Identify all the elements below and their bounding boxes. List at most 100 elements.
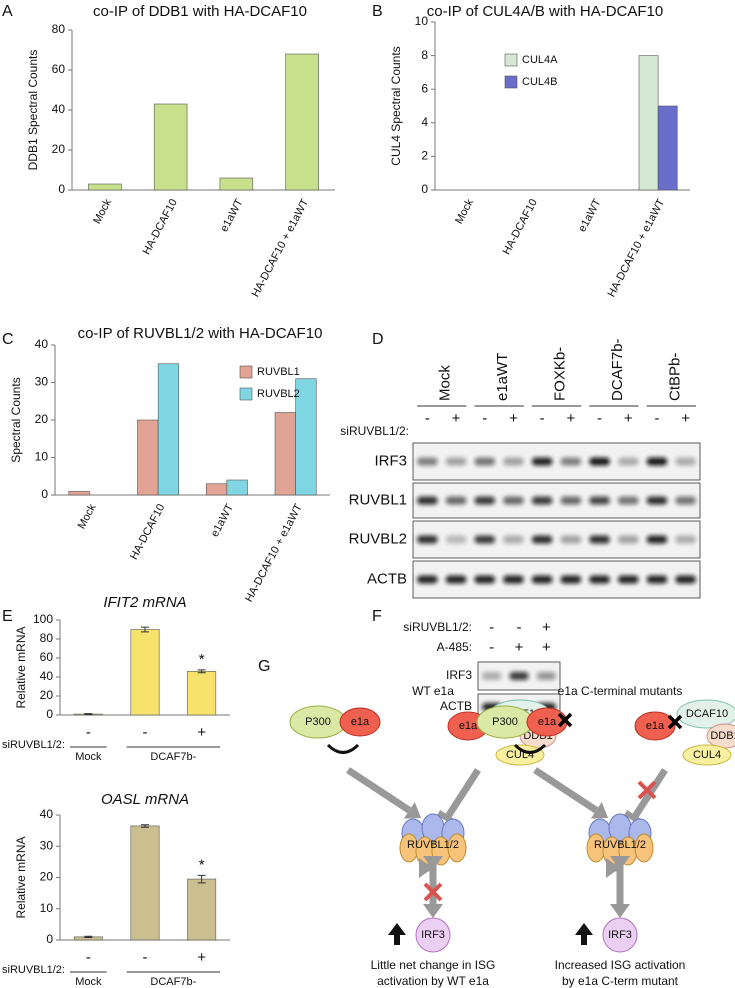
- band: [474, 496, 496, 505]
- x-tick-label: -: [143, 724, 148, 741]
- inhibit-arrow: [444, 768, 481, 820]
- bar: [226, 479, 248, 496]
- band: [675, 575, 696, 584]
- x-tick-label: e1aWT: [218, 197, 245, 234]
- x-tick-label: HA-DCAF10: [501, 197, 540, 257]
- bar: [157, 363, 180, 496]
- mutation-mark: [667, 714, 683, 730]
- band-label: IRF3: [374, 452, 407, 469]
- bar: [657, 105, 678, 191]
- panel-label: D: [372, 331, 384, 348]
- treatment-sign: +: [542, 639, 551, 656]
- treatment-sign: +: [624, 410, 633, 427]
- y-tick-label: 40: [40, 807, 54, 821]
- band: [617, 575, 639, 584]
- up-arrow: [575, 923, 593, 945]
- p300-node-label: P300: [305, 716, 331, 728]
- band: [589, 457, 610, 466]
- band: [675, 535, 696, 544]
- y-tick-label: 100: [33, 612, 53, 626]
- y-tick-label: 0: [58, 182, 65, 196]
- band: [417, 535, 438, 544]
- chart-title: OASL mRNA: [101, 791, 189, 808]
- x-tick-label: HA-DCAF10: [141, 197, 180, 257]
- activate-arrow: [533, 767, 599, 814]
- irf3-label: IRF3: [608, 929, 632, 941]
- treatment-sign: -: [489, 619, 494, 636]
- band: [445, 496, 467, 505]
- e1a-node: [339, 707, 381, 737]
- band-label: ACTB: [440, 699, 472, 713]
- mutation-mark: [557, 712, 573, 728]
- diagram-title: WT e1a: [412, 684, 454, 698]
- row-label: siRUVBL1/2:: [340, 424, 409, 438]
- e1a-node-label: e1a: [459, 720, 478, 732]
- treatment-sign: -: [482, 410, 487, 427]
- caption: Little net change in ISG: [371, 958, 496, 972]
- treatment-sign: -: [425, 410, 430, 427]
- band: [536, 672, 556, 680]
- irf3-node: [602, 917, 638, 953]
- complex-label: RUVBL1/2: [594, 839, 646, 851]
- legend-label: RUVBL2: [257, 388, 300, 400]
- band: [617, 535, 639, 544]
- arrow-head: [403, 801, 421, 819]
- bar: [130, 629, 160, 716]
- y-tick-label: 30: [35, 375, 49, 389]
- e1a-node: [634, 711, 676, 741]
- y-axis-label: Relative mRNA: [14, 626, 28, 708]
- column-label: DCAF7b-: [609, 338, 626, 401]
- subunit: [634, 833, 654, 863]
- band: [560, 575, 582, 584]
- y-axis-label: Relative mRNA: [14, 836, 28, 918]
- subunit: [447, 833, 467, 863]
- diagram-title: e1a C-terminal mutants: [558, 684, 683, 698]
- complex-label: RUVBL1/2: [407, 839, 459, 851]
- y-tick-label: 0: [421, 182, 428, 196]
- binding-arc: [326, 743, 360, 754]
- y-tick-label: 30: [40, 838, 54, 852]
- band: [503, 575, 524, 584]
- band: [474, 535, 496, 544]
- chart-title: co-IP of DDB1 with HA-DCAF10: [93, 3, 307, 20]
- error-bar: [84, 713, 93, 716]
- column-label: FOXKb-: [551, 347, 568, 401]
- band: [445, 535, 467, 544]
- band: [675, 496, 696, 505]
- treatment-sign: -: [517, 619, 522, 636]
- bar: [130, 825, 160, 941]
- x-tick-label: HA-DCAF10 + e1aWT: [606, 197, 668, 299]
- p300-node-label: P300: [492, 716, 518, 728]
- treatment-sign: +: [452, 410, 461, 427]
- band: [646, 535, 668, 544]
- arrow-head: [419, 858, 433, 878]
- x-tick-label: e1aWT: [576, 197, 603, 234]
- row-label: A-485:: [437, 640, 472, 654]
- band: [503, 535, 524, 544]
- annotation: *: [199, 651, 205, 668]
- arrow-head: [423, 904, 443, 918]
- group-label: Mock: [75, 976, 102, 988]
- band: [503, 457, 524, 466]
- bar: [219, 177, 254, 191]
- y-tick-label: 10: [40, 901, 54, 915]
- band: [503, 496, 524, 505]
- panel-label: E: [2, 608, 13, 625]
- treatment-sign: +: [566, 410, 575, 427]
- x-tick-label: Mock: [76, 502, 99, 531]
- y-tick-label: 40: [35, 337, 49, 351]
- treatment-sign: -: [540, 410, 545, 427]
- legend-swatch: [239, 387, 253, 401]
- error-bar: [197, 669, 206, 674]
- band: [531, 457, 553, 466]
- e1a-node-label: e1a: [351, 716, 370, 728]
- ddb1-node-label: DDB1: [710, 730, 735, 742]
- legend-label: RUVBL1: [257, 366, 300, 378]
- band: [531, 496, 553, 505]
- y-tick-label: 40: [40, 669, 54, 683]
- group-label: DCAF7b-: [150, 751, 196, 763]
- error-bar: [141, 626, 149, 633]
- band: [560, 457, 582, 466]
- band: [560, 496, 582, 505]
